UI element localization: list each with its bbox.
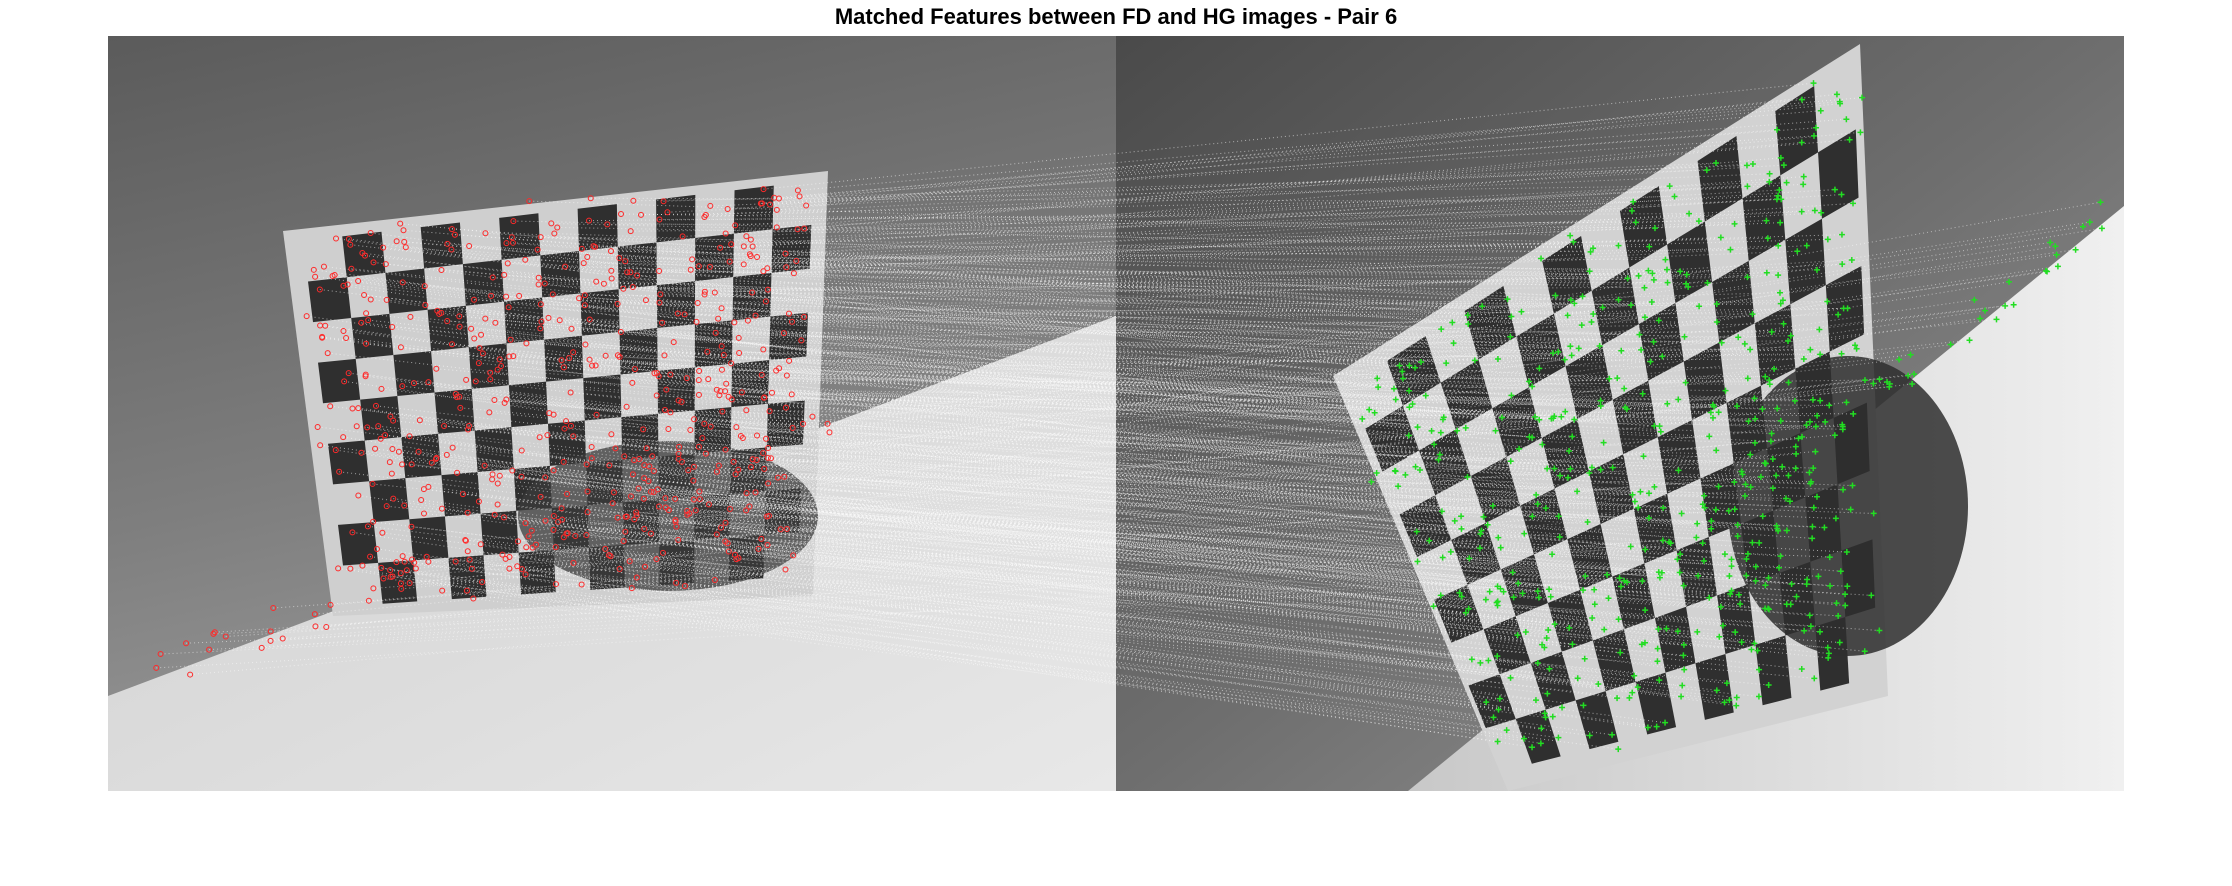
left-feature-markers xyxy=(153,186,833,678)
right-image xyxy=(1116,36,2124,791)
figure-title: Matched Features between FD and HG image… xyxy=(834,4,1398,29)
right-feature-markers xyxy=(1359,80,2105,753)
matched-features-montage xyxy=(108,36,2124,791)
match-lines xyxy=(156,82,2102,750)
image-axes xyxy=(108,36,2124,791)
